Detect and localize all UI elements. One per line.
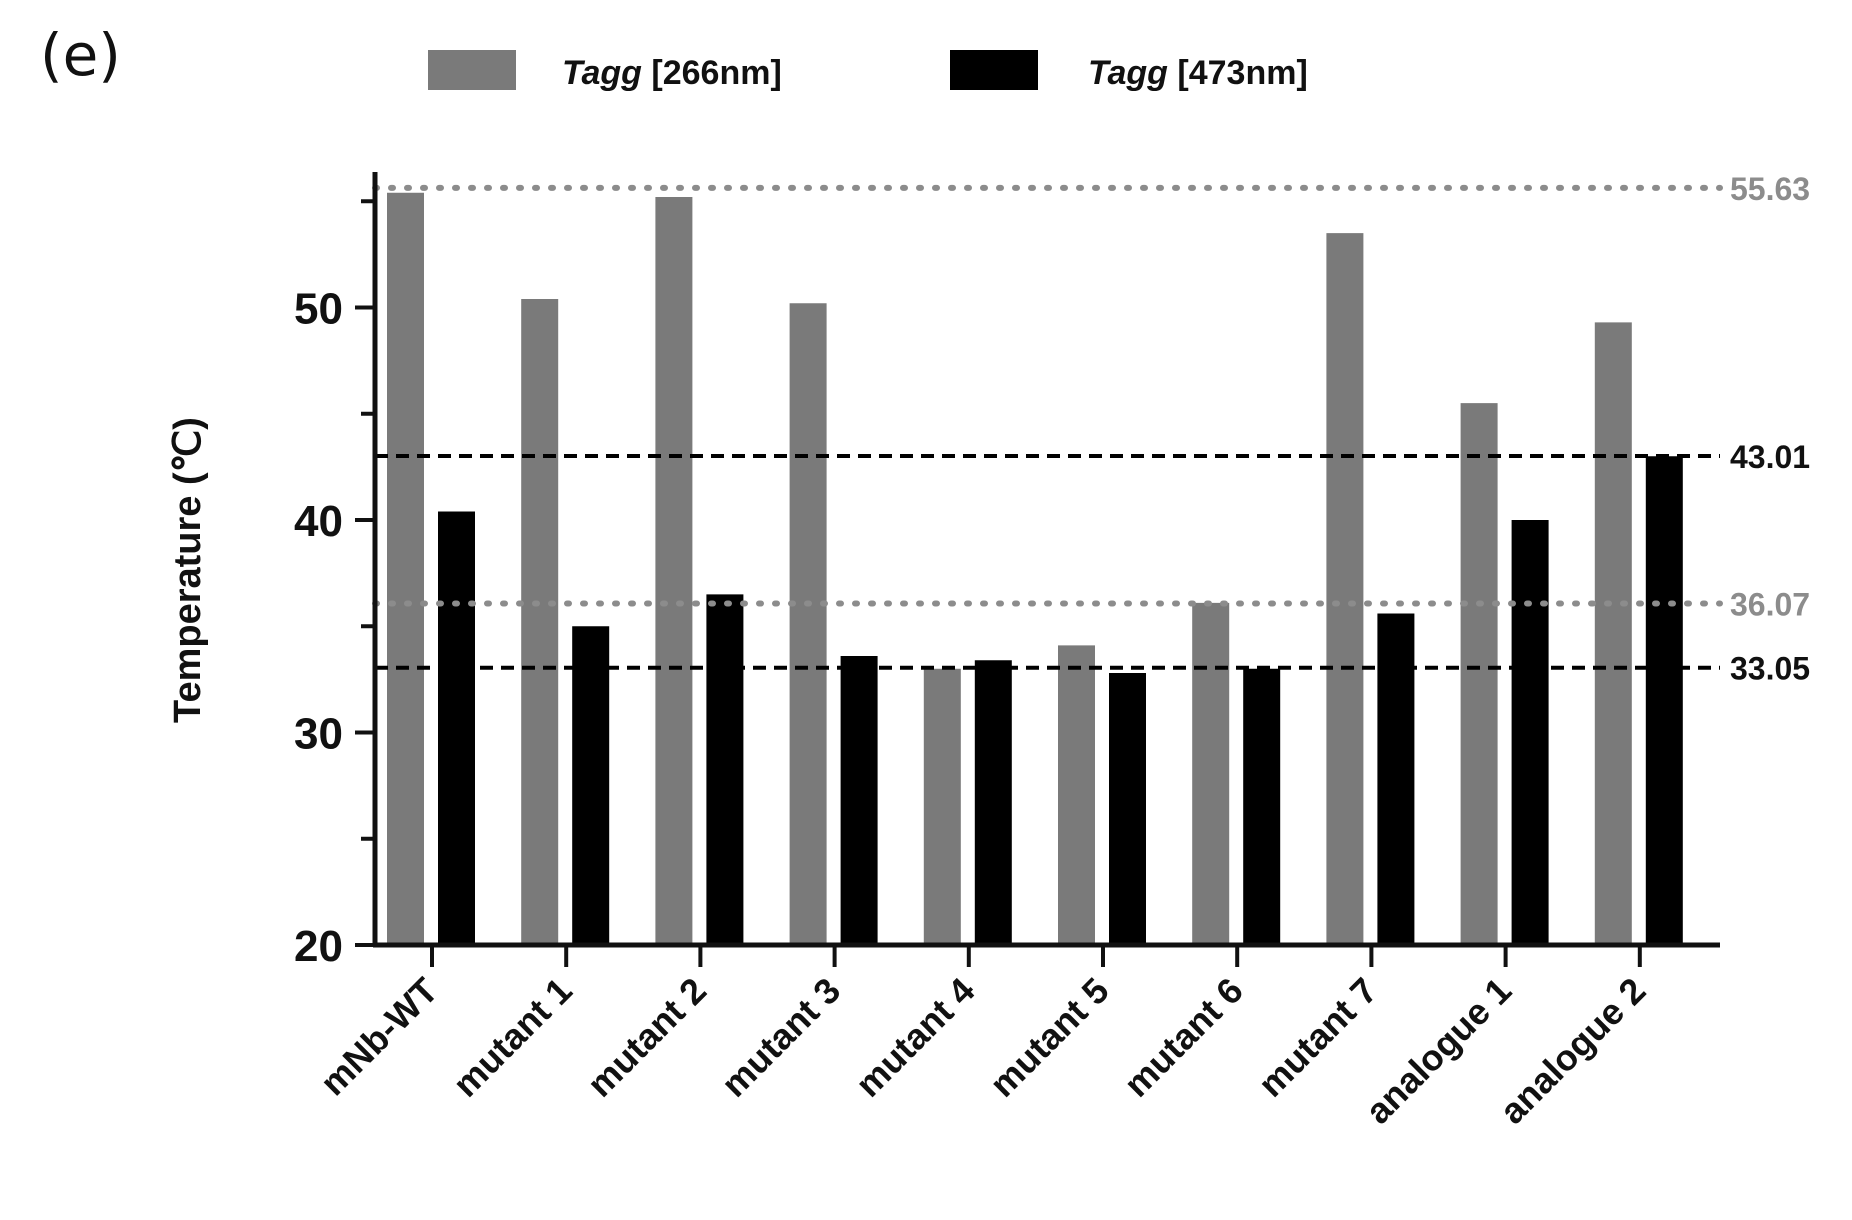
legend-item-266nm: Tagg [266nm] (428, 50, 782, 92)
svg-text:Tagg [266nm]: Tagg [266nm] (562, 54, 782, 92)
legend-label-473nm-suffix: [473nm] (1168, 54, 1308, 92)
x-tick-label-analogue-2: analogue 2 (1491, 970, 1653, 1132)
bar-473nm-mutant-7 (1377, 613, 1415, 945)
bar-266nm-analogue-1 (1460, 403, 1498, 945)
bar-473nm-analogue-1 (1511, 520, 1549, 945)
bar-473nm-mutant-4 (974, 660, 1012, 945)
y-tick-label-30: 30 (294, 710, 343, 759)
x-tick-label-mnb-wt: mNb-WT (312, 970, 446, 1104)
bar-473nm-mutant-3 (840, 656, 878, 945)
bar-473nm-mutant-1 (572, 626, 610, 945)
bar-266nm-mutant-7 (1326, 233, 1364, 945)
x-tick-label-mutant-6: mutant 6 (1116, 970, 1251, 1105)
x-tick-label-mutant-1: mutant 1 (445, 970, 580, 1105)
y-tick-label-40: 40 (294, 497, 343, 546)
legend-item-473nm: Tagg [473nm] (950, 50, 1308, 92)
reference-label-55-63: 55.63 (1730, 171, 1810, 207)
svg-text:Tagg [473nm]: Tagg [473nm] (1088, 54, 1308, 92)
x-tick-label-mutant-2: mutant 2 (579, 970, 714, 1105)
bar-473nm-mutant-6 (1243, 668, 1281, 945)
bar-266nm-mutant-1 (521, 299, 559, 945)
legend: Tagg [266nm] Tagg [473nm] (428, 50, 1308, 92)
legend-label-266nm-italic: Tagg (562, 54, 642, 92)
legend-label-473nm-italic: Tagg (1088, 54, 1168, 92)
x-tick-label-mutant-5: mutant 5 (982, 970, 1117, 1105)
legend-label-266nm-suffix: [266nm] (642, 54, 782, 92)
y-tick-label-50: 50 (294, 285, 343, 334)
bar-473nm-mutant-2 (706, 594, 744, 945)
y-axis-title: Temperature (℃) (167, 417, 209, 723)
bar-473nm-mutant-5 (1109, 673, 1146, 945)
bar-266nm-mutant-4 (923, 668, 961, 945)
reference-label-43-01: 43.01 (1730, 439, 1810, 475)
bar-266nm-analogue-2 (1594, 322, 1632, 945)
reference-label-36-07: 36.07 (1730, 587, 1810, 623)
legend-swatch-266nm (428, 50, 516, 90)
x-tick-label-mutant-3: mutant 3 (713, 970, 848, 1105)
bar-266nm-mutant-3 (789, 303, 827, 945)
bar-266nm-mutant-6 (1192, 602, 1230, 945)
bar-473nm-analogue-2 (1645, 456, 1683, 945)
y-tick-label-20: 20 (294, 922, 343, 971)
bar-266nm-mnb-wt (387, 192, 424, 945)
x-tick-label-mutant-7: mutant 7 (1250, 970, 1385, 1105)
bar-473nm-mnb-wt (438, 511, 475, 945)
x-tick-label-mutant-4: mutant 4 (847, 970, 982, 1105)
bar-266nm-mutant-5 (1058, 645, 1095, 945)
legend-swatch-473nm (950, 50, 1038, 90)
bar-266nm-mutant-2 (655, 197, 693, 945)
reference-label-33-05: 33.05 (1730, 651, 1810, 687)
panel-label: (e) (40, 21, 121, 89)
